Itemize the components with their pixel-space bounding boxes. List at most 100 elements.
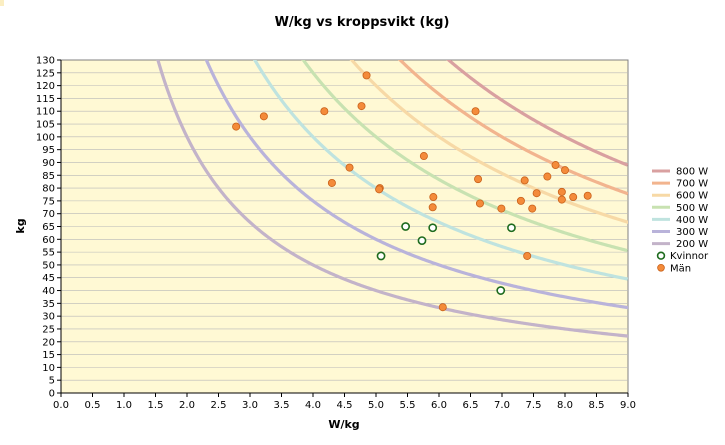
legend-label: 500 W: [676, 203, 708, 214]
decoration-corner: [0, 0, 4, 6]
point-man: [438, 303, 447, 312]
curve-600w: [349, 60, 628, 224]
x-tick-label: 0.0: [53, 400, 69, 411]
point-man: [551, 161, 560, 170]
y-tick-label: 55: [42, 248, 55, 259]
x-tick-label: 5.0: [368, 400, 384, 411]
x-tick-label: 6.5: [463, 400, 479, 411]
point-man: [532, 189, 541, 198]
legend-marker-kvinnor: [656, 251, 666, 260]
x-tick-label: 4.5: [337, 400, 353, 411]
x-tick-label: 8.0: [557, 400, 573, 411]
y-tick-label: 110: [36, 107, 55, 118]
y-tick-label: 25: [42, 324, 55, 335]
point-man: [557, 195, 566, 204]
point-man: [471, 107, 480, 116]
point-man: [528, 204, 537, 213]
legend-label: Kvinnor: [670, 251, 709, 262]
point-man: [232, 122, 241, 131]
x-tick-label: 0.5: [85, 400, 101, 411]
point-man: [357, 102, 366, 111]
y-tick-label: 85: [42, 171, 55, 182]
x-tick-label: 4.0: [305, 400, 321, 411]
x-axis-title: W/kg: [328, 418, 359, 431]
legend-label: 400 W: [676, 215, 708, 226]
curve-300w: [204, 60, 628, 310]
y-tick-label: 95: [42, 145, 55, 156]
y-tick-label: 130: [36, 56, 55, 67]
y-tick-label: 30: [42, 312, 55, 323]
y-tick-label: 125: [36, 68, 55, 79]
point-man: [516, 196, 525, 205]
point-man: [557, 187, 566, 196]
legend-label: 200 W: [676, 239, 708, 250]
y-tick-label: 5: [49, 376, 55, 387]
point-man: [543, 172, 552, 181]
tick-labels: 0.0 0.5 1.0 1.5 2.0 2.5 3.0 3.5 4.0 4.5 5.0 5.5 6.0 6…: [36, 56, 636, 412]
points: [232, 71, 592, 312]
x-tick-label: 1.5: [148, 400, 164, 411]
y-tick-label: 115: [36, 94, 55, 105]
point-man: [375, 185, 384, 194]
legend-label: Män: [670, 263, 691, 274]
y-tick-label: 70: [42, 209, 55, 220]
y-tick-label: 75: [42, 196, 55, 207]
x-tick-label: 1.0: [116, 400, 132, 411]
curve-800w: [446, 60, 628, 167]
curve-200w: [156, 60, 628, 338]
curve-500w: [301, 60, 628, 253]
y-tick-label: 105: [36, 120, 55, 131]
x-tick-label: 2.0: [179, 400, 195, 411]
x-tick-label: 2.5: [211, 400, 227, 411]
grid-lines: [61, 72, 628, 381]
x-tick-label: 5.5: [400, 400, 416, 411]
y-tick-label: 100: [36, 132, 55, 143]
x-tick-label: 6.0: [431, 400, 447, 411]
curve-400w: [252, 60, 628, 281]
point-kvinnor: [507, 223, 516, 233]
y-tick-label: 15: [42, 350, 55, 361]
legend-label: 800 W: [676, 167, 708, 178]
y-tick-label: 0: [49, 389, 55, 400]
legend-label: 600 W: [676, 191, 708, 202]
legend-marker-man: [657, 263, 665, 272]
point-man: [259, 112, 268, 121]
point-man: [497, 204, 506, 213]
legend-label: 300 W: [676, 227, 708, 238]
point-man: [320, 107, 329, 116]
point-man: [327, 178, 336, 187]
y-tick-label: 65: [42, 222, 55, 233]
point-man: [569, 193, 578, 202]
point-kvinnor: [376, 251, 386, 261]
chart-title: W/kg vs kroppsvikt (kg): [275, 15, 450, 30]
y-tick-label: 50: [42, 260, 55, 271]
y-tick-label: 120: [36, 81, 55, 92]
x-tick-label: 7.0: [494, 400, 510, 411]
point-man: [474, 175, 483, 184]
point-man: [419, 152, 428, 161]
x-tick-label: 3.0: [242, 400, 258, 411]
y-tick-label: 35: [42, 299, 55, 310]
point-man: [475, 199, 484, 208]
y-tick-label: 45: [42, 273, 55, 284]
y-tick-label: 10: [42, 363, 55, 374]
point-kvinnor: [401, 222, 411, 231]
y-tick-label: 90: [42, 158, 55, 169]
point-man: [520, 176, 529, 185]
point-man: [345, 163, 354, 172]
point-kvinnor: [496, 286, 506, 295]
point-man: [362, 71, 371, 80]
point-kvinnor: [417, 236, 427, 245]
point-man: [523, 251, 532, 260]
x-tick-label: 8.5: [589, 400, 605, 411]
point-man: [429, 193, 438, 202]
legend-label: 700 W: [676, 179, 708, 190]
x-tick-label: 7.5: [526, 400, 542, 411]
point-man: [583, 191, 592, 200]
point-man: [428, 203, 437, 212]
y-tick-label: 20: [42, 337, 55, 348]
curve-700w: [397, 60, 628, 196]
y-axis-title: kg: [14, 218, 27, 233]
